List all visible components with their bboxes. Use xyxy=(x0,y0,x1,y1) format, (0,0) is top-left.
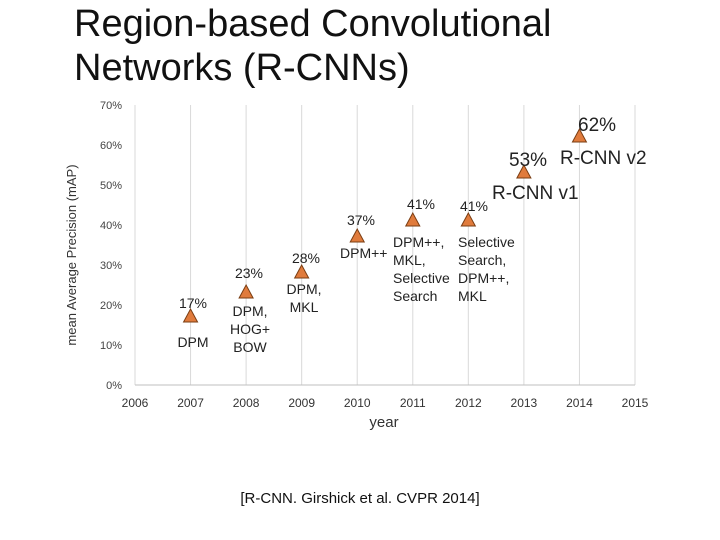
data-point-marker xyxy=(516,163,532,179)
y-tick-label: 40% xyxy=(100,220,122,232)
y-tick-label: 70% xyxy=(100,100,122,112)
method-label: DPM++ xyxy=(340,245,387,261)
data-value-label: 41% xyxy=(407,196,435,212)
data-point-marker xyxy=(182,307,199,323)
data-point-marker xyxy=(404,211,421,227)
data-point-marker xyxy=(293,263,310,279)
method-label: DPM, MKL xyxy=(287,281,322,315)
y-tick-label: 10% xyxy=(100,340,122,352)
y-tick-label: 50% xyxy=(100,180,122,192)
x-axis-title: year xyxy=(369,414,398,431)
y-tick-label: 30% xyxy=(100,260,122,272)
data-value-label: 23% xyxy=(235,265,263,281)
y-tick-label: 20% xyxy=(100,300,122,312)
data-value-label: 37% xyxy=(347,212,375,228)
x-tick-label: 2008 xyxy=(233,396,260,410)
data-point-marker xyxy=(460,211,477,227)
data-value-label: 28% xyxy=(292,250,320,266)
method-label: Selective Search, DPM++, MKL xyxy=(458,234,515,304)
method-label: DPM, HOG+ BOW xyxy=(230,303,270,355)
data-value-label: 41% xyxy=(460,198,488,214)
method-label: DPM xyxy=(177,334,208,350)
slide-title-line-1: Region-based Convolutional xyxy=(74,3,552,45)
x-tick-label: 2013 xyxy=(511,396,538,410)
y-tick-label: 0% xyxy=(106,380,122,392)
y-tick-label: 60% xyxy=(100,140,122,152)
x-tick-label: 2015 xyxy=(622,396,649,410)
x-tick-label: 2009 xyxy=(288,396,315,410)
citation-caption: [R-CNN. Girshick et al. CVPR 2014] xyxy=(240,490,480,507)
x-tick-label: 2007 xyxy=(177,396,204,410)
method-label: R-CNN v2 xyxy=(560,148,647,169)
data-value-label: 17% xyxy=(179,295,207,311)
data-value-label: 53% xyxy=(509,150,547,171)
data-point-marker xyxy=(238,283,254,299)
data-point-marker xyxy=(571,127,588,143)
slide-title-line-2: Networks (R-CNNs) xyxy=(74,47,410,89)
method-label: R-CNN v1 xyxy=(492,183,579,204)
x-tick-label: 2006 xyxy=(122,396,149,410)
method-label: DPM++, MKL, Selective Search xyxy=(393,234,450,304)
data-point-marker xyxy=(349,227,366,243)
y-axis-title: mean Average Precision (mAP) xyxy=(64,164,79,345)
x-tick-label: 2012 xyxy=(455,396,482,410)
data-value-label: 62% xyxy=(578,115,616,136)
x-tick-label: 2014 xyxy=(566,396,593,410)
x-tick-label: 2011 xyxy=(400,396,426,410)
x-tick-label: 2010 xyxy=(344,396,371,410)
slide-title: Region-based Convolutional Networks (R-C… xyxy=(74,2,634,90)
